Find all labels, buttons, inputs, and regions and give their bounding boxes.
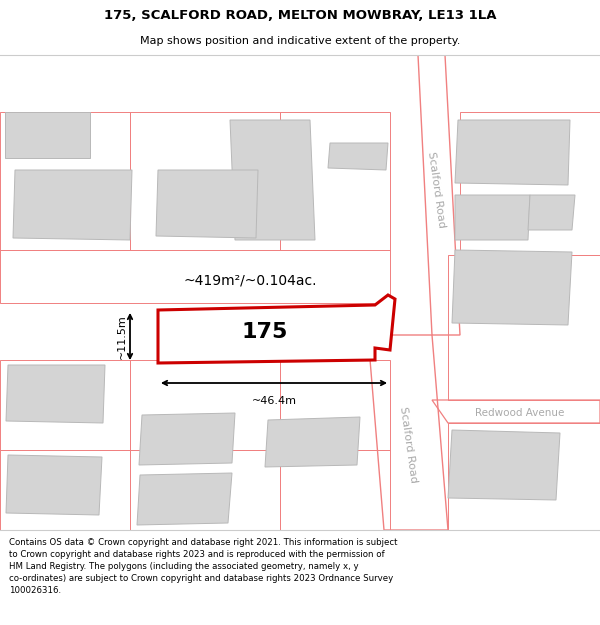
Polygon shape [139,413,235,465]
Polygon shape [455,120,570,185]
Text: Scalford Road: Scalford Road [425,151,446,229]
Polygon shape [6,365,105,423]
Polygon shape [528,195,575,230]
Polygon shape [448,430,560,500]
Text: Contains OS data © Crown copyright and database right 2021. This information is : Contains OS data © Crown copyright and d… [9,538,398,595]
Polygon shape [265,417,360,467]
Text: ~46.4m: ~46.4m [251,396,296,406]
Text: ~419m²/~0.104ac.: ~419m²/~0.104ac. [183,273,317,287]
Text: 175, SCALFORD ROAD, MELTON MOWBRAY, LE13 1LA: 175, SCALFORD ROAD, MELTON MOWBRAY, LE13… [104,9,496,22]
Polygon shape [13,170,132,240]
Text: Redwood Avenue: Redwood Avenue [475,408,565,418]
Text: Scalford Road: Scalford Road [398,406,418,484]
Polygon shape [455,195,530,240]
Polygon shape [137,473,232,525]
Text: Map shows position and indicative extent of the property.: Map shows position and indicative extent… [140,36,460,46]
Polygon shape [6,455,102,515]
Polygon shape [5,112,90,158]
Polygon shape [452,250,572,325]
Text: ~11.5m: ~11.5m [117,314,127,359]
Polygon shape [328,143,388,170]
Polygon shape [158,295,395,363]
Text: 175: 175 [242,322,288,342]
Polygon shape [230,120,315,240]
Polygon shape [156,170,258,238]
